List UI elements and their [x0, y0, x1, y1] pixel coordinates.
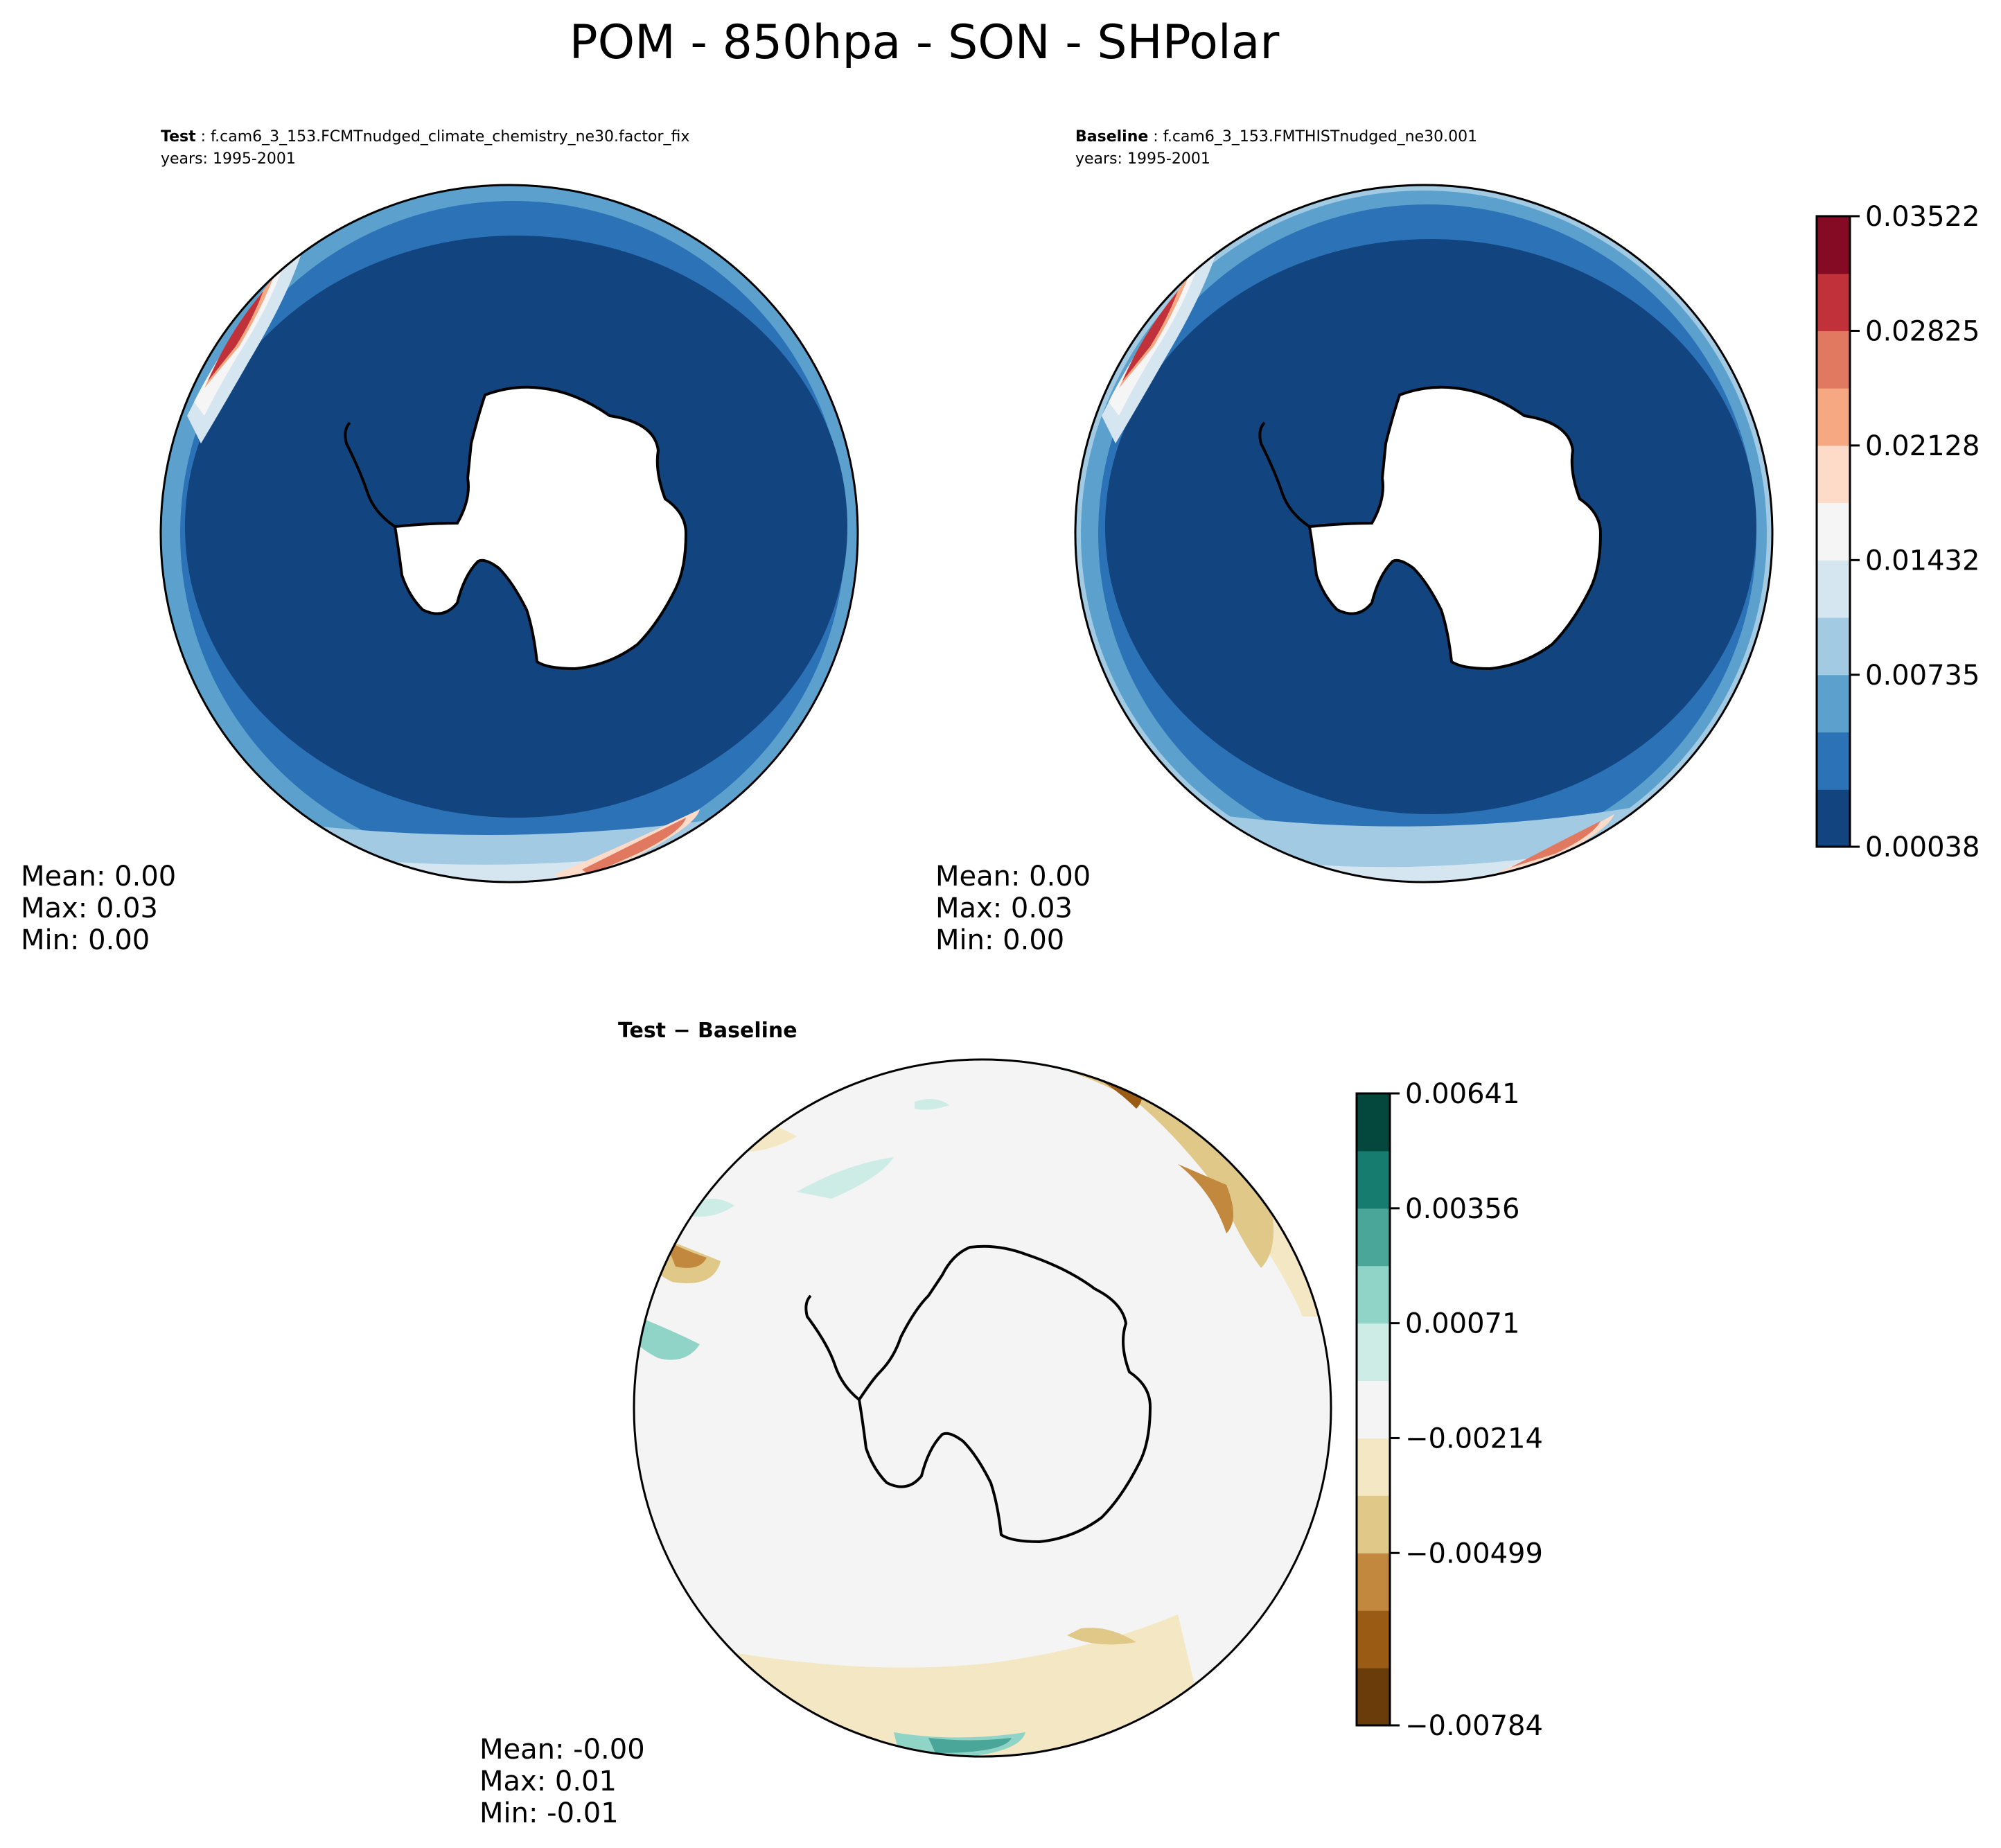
test-years: years: 1995-2001 — [161, 150, 296, 168]
main-colorbar-segment — [1817, 732, 1850, 790]
diff-colorbar-frame — [1355, 1092, 1391, 1727]
test-map-boundary — [159, 184, 859, 883]
baseline-case-name: f.cam6_3_153.FMTHISTnudged_ne30.001 — [1163, 128, 1477, 146]
main-colorbar-segment — [1817, 560, 1850, 618]
main-colorbar-segment — [1817, 388, 1850, 446]
main-colorbar-tick-label: 0.03522 — [1865, 201, 1980, 233]
diff-colorbar-segment — [1357, 1495, 1390, 1554]
diff-colorbar-segment — [1357, 1610, 1390, 1669]
diff-panel: Test − Baseline Mean: -0.00 Max: 0. — [479, 1019, 1332, 1829]
diff-colorbar-tick-label: −0.00499 — [1405, 1538, 1543, 1569]
main-colorbar-tick-label: 0.01432 — [1865, 545, 1980, 577]
diff-colorbar-segment — [1357, 1323, 1390, 1382]
diff-colorbar-segment — [1357, 1668, 1390, 1726]
baseline-panel: Baseline : f.cam6_3_153.FMTHISTnudged_ne… — [935, 128, 1774, 956]
baseline-stat-max: Max: 0.03 — [935, 892, 1073, 924]
main-colorbar-tick-label: 0.02825 — [1865, 315, 1980, 347]
baseline-header: Baseline : f.cam6_3_153.FMTHISTnudged_ne… — [1075, 128, 1477, 146]
diff-colorbar-segment — [1357, 1208, 1390, 1267]
baseline-years: years: 1995-2001 — [1075, 150, 1210, 168]
test-stat-min: Min: 0.00 — [21, 924, 150, 956]
test-label: Test — [161, 128, 196, 146]
test-map — [161, 185, 858, 882]
main-colorbar: 0.03522 0.02825 0.02128 0.01432 0.00735 0.000… — [1815, 201, 1980, 863]
baseline-map-boundary — [1074, 184, 1774, 883]
baseline-map — [1075, 185, 1772, 882]
diff-stat-min: Min: -0.01 — [479, 1797, 619, 1829]
diff-colorbar-tick-label: −0.00784 — [1405, 1710, 1543, 1742]
figure-title: POM - 850hpa - SON - SHPolar — [570, 15, 1280, 70]
main-colorbar-segment — [1817, 502, 1850, 561]
main-colorbar-segment — [1817, 789, 1850, 847]
diff-colorbar-tick-label: −0.00214 — [1405, 1423, 1543, 1454]
diff-colorbar-tick-label: 0.00356 — [1405, 1193, 1519, 1225]
main-colorbar-tick-label: 0.00038 — [1865, 831, 1980, 863]
diff-colorbar-segment — [1357, 1438, 1390, 1496]
test-stat-max: Max: 0.03 — [21, 892, 158, 924]
baseline-stat-min: Min: 0.00 — [935, 924, 1064, 956]
diff-title: Test − Baseline — [618, 1019, 797, 1043]
main-colorbar-segment — [1817, 445, 1850, 504]
diff-colorbar-tick-label: 0.00641 — [1405, 1078, 1519, 1110]
diff-colorbar-segment — [1357, 1265, 1390, 1324]
main-colorbar-segment — [1817, 216, 1850, 274]
test-stat-mean: Mean: 0.00 — [21, 861, 176, 892]
test-panel: Test : f.cam6_3_153.FCMTnudged_climate_c… — [21, 128, 859, 956]
main-colorbar-segment — [1817, 331, 1850, 389]
diff-colorbar-segment — [1357, 1380, 1390, 1438]
test-case-name: f.cam6_3_153.FCMTnudged_climate_chemistr… — [211, 128, 689, 146]
baseline-stat-mean: Mean: 0.00 — [935, 861, 1091, 892]
diff-colorbar-segment — [1357, 1553, 1390, 1611]
main-colorbar-segment — [1817, 674, 1850, 733]
diff-stat-mean: Mean: -0.00 — [479, 1734, 645, 1766]
main-colorbar-segment — [1817, 617, 1850, 676]
main-colorbar-frame — [1815, 215, 1851, 848]
diff-stat-max: Max: 0.01 — [479, 1766, 617, 1797]
diff-colorbar-tick-label: 0.00071 — [1405, 1308, 1519, 1340]
diff-colorbar: 0.00641 0.00356 0.00071 −0.00214 −0.00499 −0.… — [1355, 1078, 1543, 1742]
diff-colorbar-segment — [1357, 1150, 1390, 1209]
main-colorbar-tick-label: 0.00735 — [1865, 660, 1980, 692]
diff-colorbar-segment — [1357, 1093, 1390, 1152]
main-colorbar-tick-label: 0.02128 — [1865, 430, 1980, 462]
test-header: Test : f.cam6_3_153.FCMTnudged_climate_c… — [161, 128, 689, 146]
diff-map-boundary — [633, 1058, 1332, 1758]
main-colorbar-segment — [1817, 273, 1850, 331]
baseline-label: Baseline — [1075, 128, 1148, 146]
